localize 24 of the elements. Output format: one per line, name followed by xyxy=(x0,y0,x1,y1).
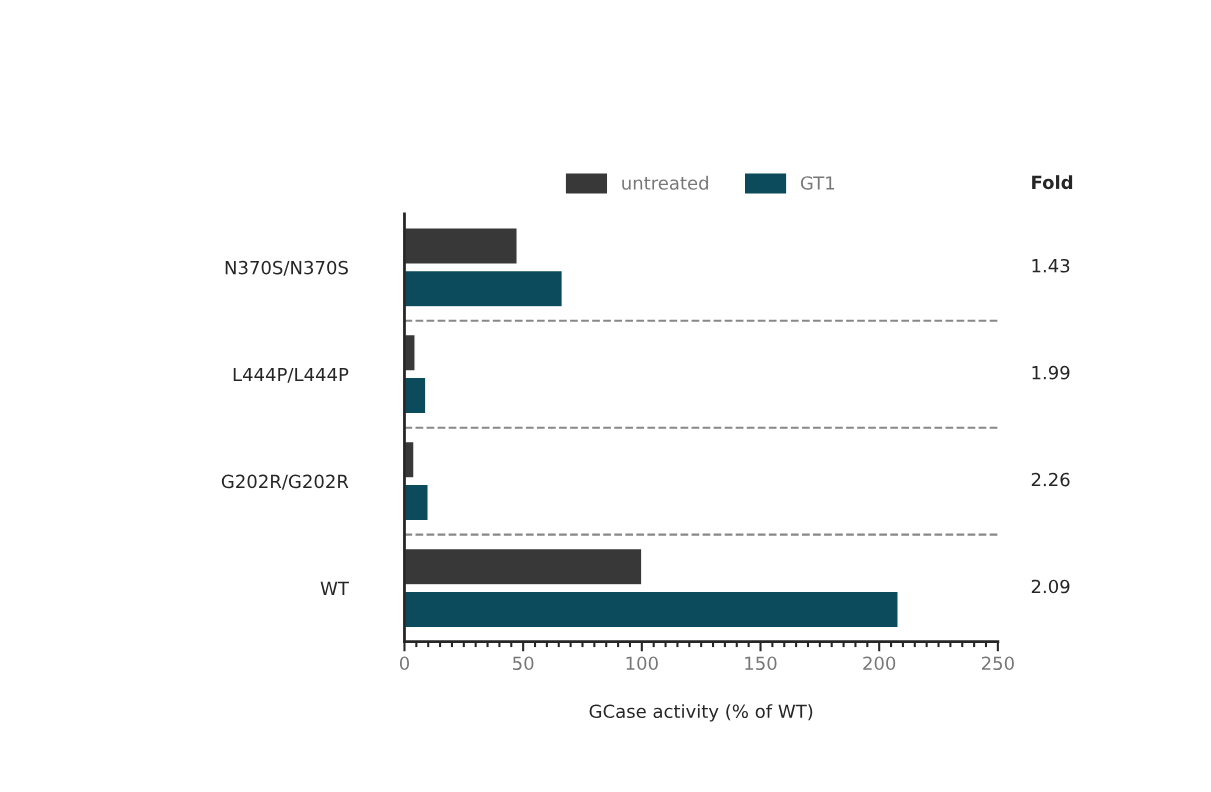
legend-label: untreated xyxy=(622,175,708,190)
text: 2.26 xyxy=(1031,472,1070,487)
x-tick-label: 200 xyxy=(863,656,896,671)
x-tick-label: 250 xyxy=(981,656,1014,671)
bar xyxy=(404,590,899,629)
x-tick-label: 150 xyxy=(745,656,777,671)
bar xyxy=(404,227,518,265)
text: 1.99 xyxy=(1032,365,1070,380)
bar xyxy=(404,547,643,586)
x-tick-label: 50 xyxy=(513,656,534,671)
x-tick-label: 0 xyxy=(399,656,410,671)
bar xyxy=(404,269,564,308)
text: Fold xyxy=(1032,175,1073,190)
y-tick-label: L444P/L444P xyxy=(233,367,349,383)
y-tick-label: N370S/N370S xyxy=(225,260,348,276)
y-tick-label: WT xyxy=(320,581,349,595)
x-axis-title: GCase activity (% of WT) xyxy=(589,704,813,722)
x-tick-label: 100 xyxy=(626,656,658,671)
bar xyxy=(404,376,427,415)
text: 2.09 xyxy=(1031,579,1070,594)
legend-label: GT1 xyxy=(800,176,835,190)
text: 1.43 xyxy=(1032,258,1070,273)
y-tick-label: G202R/G202R xyxy=(221,474,349,490)
bar xyxy=(404,483,429,522)
